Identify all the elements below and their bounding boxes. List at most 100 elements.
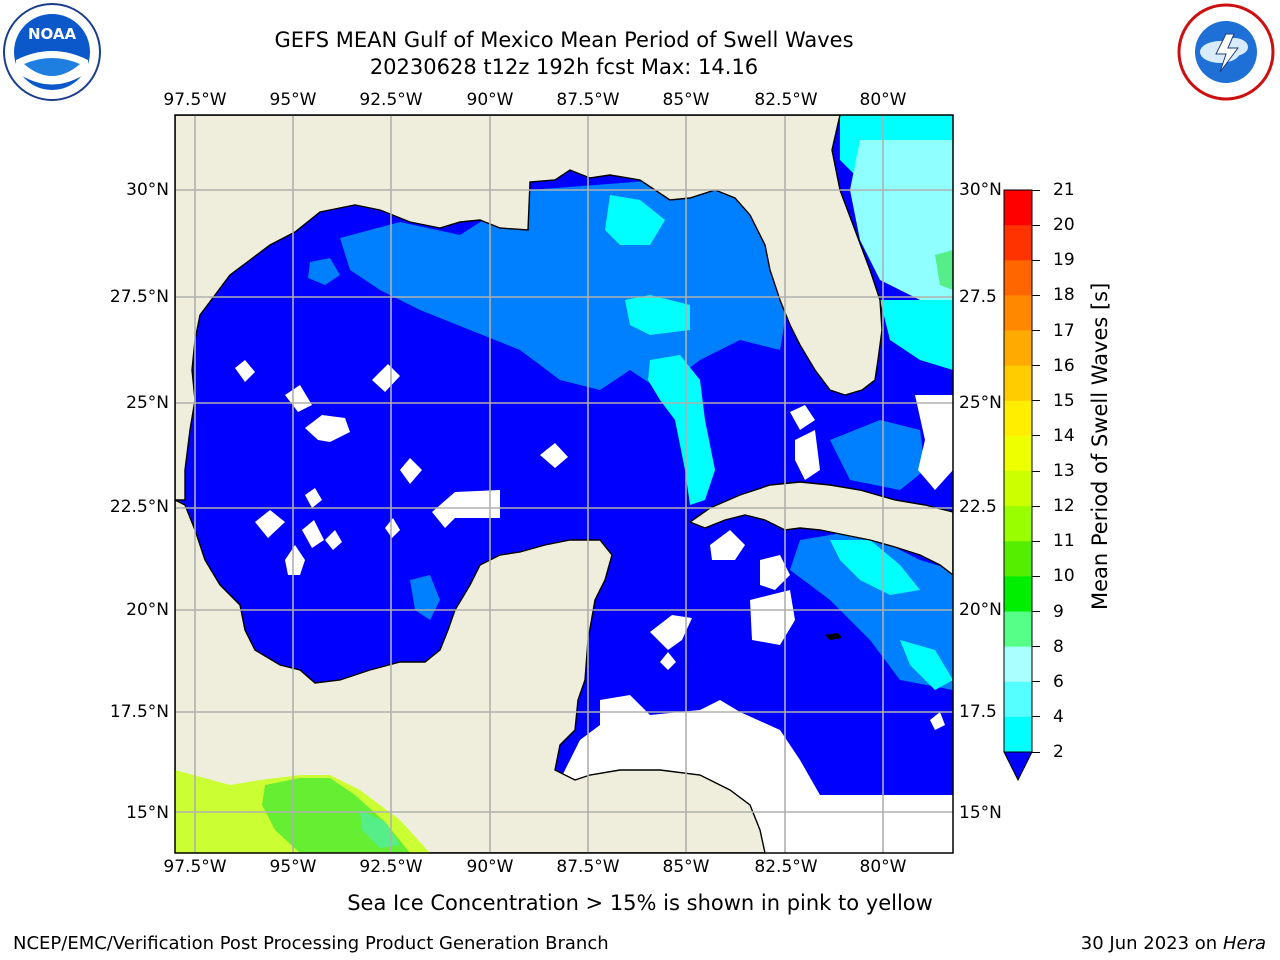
missing-data-patch <box>750 590 795 645</box>
colorbar-segment <box>1004 400 1032 437</box>
swell-patch-6-8 <box>900 640 953 690</box>
colorbar-label: 8 <box>1053 636 1064 657</box>
noaa-logo-text: NOAA <box>28 25 77 43</box>
missing-data-patch <box>710 530 745 560</box>
lat-label-right: 17.5 <box>959 702 997 722</box>
missing-data-patch <box>930 712 945 730</box>
lon-label-top: 87.5°W <box>556 90 620 110</box>
colorbar-tick <box>1032 681 1040 683</box>
missing-data-patch <box>305 415 350 442</box>
lon-label-bottom: 85°W <box>662 857 710 877</box>
colorbar <box>1003 189 1033 782</box>
colorbar-segment <box>1004 260 1032 296</box>
colorbar-label: 12 <box>1053 496 1075 517</box>
colorbar-label: 9 <box>1053 601 1064 622</box>
lat-label-left: 17.5°N <box>109 702 169 722</box>
colorbar-segment <box>1004 716 1032 753</box>
swell-patch-4-6 <box>308 258 340 285</box>
run-date: 30 Jun 2023 on Hera <box>1081 933 1266 954</box>
colorbar-tick <box>1032 400 1040 402</box>
sea-ice-note: Sea Ice Concentration > 15% is shown in … <box>347 891 933 915</box>
colorbar-segment <box>1004 576 1032 612</box>
missing-data-patch <box>372 364 400 392</box>
chart-title: GEFS MEAN Gulf of Mexico Mean Period of … <box>274 28 854 52</box>
colorbar-segment <box>1004 541 1032 577</box>
colorbar-segment <box>1004 646 1032 683</box>
colorbar-label: 13 <box>1053 461 1075 481</box>
colorbar-tick <box>1032 330 1040 331</box>
missing-data-patch <box>385 518 400 538</box>
chart-subtitle: 20230628 t12z 192h fcst Max: 14.16 <box>369 55 759 79</box>
colorbar-segments <box>1004 190 1032 753</box>
colorbar-segment <box>1004 506 1032 542</box>
missing-data-patch <box>795 430 820 480</box>
colorbar-extend-arrow <box>1003 751 1033 782</box>
lon-label-top: 90°W <box>466 90 514 110</box>
run-date-text: 30 Jun 2023 on <box>1080 933 1218 954</box>
missing-data-patch <box>285 385 312 412</box>
lat-label-left: 20°N <box>126 600 169 620</box>
colorbar-label: 15 <box>1053 390 1075 411</box>
colorbar-label: 10 <box>1053 566 1075 587</box>
colorbar-tick <box>1032 540 1040 542</box>
gridlines <box>175 115 953 853</box>
lon-label-bottom: 92.5°W <box>359 857 423 877</box>
colorbar-label: 19 <box>1053 250 1075 271</box>
colorbar-tick <box>1032 646 1040 648</box>
missing-data-patch <box>302 520 324 548</box>
colorbar-tick <box>1032 259 1040 261</box>
lat-label-right: 30°N <box>959 180 1002 200</box>
lat-label-left: 15°N <box>126 803 169 823</box>
missing-data-patch <box>285 545 305 575</box>
colorbar-tick <box>1032 751 1040 753</box>
lon-label-bottom: 95°W <box>269 857 317 877</box>
colorbar-title: Mean Period of Swell Waves [s] <box>1088 282 1112 610</box>
swell-patch-4-6 <box>830 420 925 490</box>
missing-data-patch <box>915 395 953 490</box>
swell-patch-6-8 <box>830 540 920 595</box>
lat-label-right: 22.5 <box>959 497 997 517</box>
land-jamaica <box>825 633 842 640</box>
lon-label-top: 82.5°W <box>754 90 818 110</box>
colorbar-segment <box>1004 435 1032 472</box>
colorbar-tick <box>1032 365 1040 367</box>
lat-label-left: 22.5°N <box>109 497 169 517</box>
land-cuba <box>688 481 953 576</box>
colorbar-tick <box>1032 294 1040 296</box>
colorbar-segment <box>1004 295 1032 331</box>
swell-band-6-8 <box>605 195 665 245</box>
lon-label-top: 97.5°W <box>163 90 227 110</box>
swell-patch-6-8 <box>625 295 690 335</box>
swell-patch-9-10 <box>935 250 953 290</box>
land-mexico <box>175 499 766 853</box>
colorbar-tick <box>1032 575 1040 577</box>
nws-logo <box>1177 3 1275 101</box>
lon-label-bottom: 82.5°W <box>754 857 818 877</box>
map-frame <box>174 114 954 854</box>
colorbar-segment <box>1004 190 1032 226</box>
missing-data-patch <box>650 615 692 650</box>
colorbar-tick <box>1032 470 1040 472</box>
swell-patch-6-8 <box>880 300 953 370</box>
lon-label-top: 85°W <box>662 90 710 110</box>
host-name: Hera <box>1222 933 1266 954</box>
lat-label-right: 20°N <box>959 600 1002 620</box>
land-north-america <box>175 115 883 501</box>
colorbar-tick <box>1032 716 1040 718</box>
noaa-logo: NOAA <box>3 3 101 101</box>
colorbar-segment <box>1004 681 1032 718</box>
lon-label-top: 92.5°W <box>359 90 423 110</box>
missing-data-patch <box>235 360 255 382</box>
ice-zone-patch <box>360 810 400 848</box>
colorbar-label: 11 <box>1053 531 1075 552</box>
swell-patch-6-8 <box>648 355 715 505</box>
colorbar-tick <box>1032 611 1040 612</box>
lat-label-right: 25°N <box>959 393 1002 413</box>
lon-label-bottom: 80°W <box>859 857 907 877</box>
lon-label-bottom: 90°W <box>466 857 514 877</box>
missing-data-patch <box>400 458 422 484</box>
lon-label-bottom: 97.5°W <box>163 857 227 877</box>
missing-data-patch <box>255 510 285 538</box>
colorbar-label: 21 <box>1053 180 1075 200</box>
